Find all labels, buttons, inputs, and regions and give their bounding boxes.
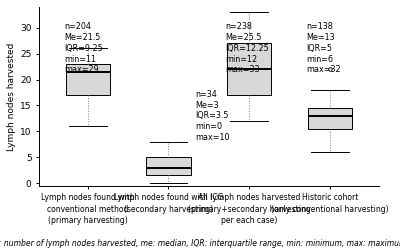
Text: n: number of lymph nodes harvested, me: median, IQR: interquartile range, min: m: n: number of lymph nodes harvested, me: … [0, 239, 400, 248]
Y-axis label: Lymph nodes harvested: Lymph nodes harvested [7, 42, 16, 151]
Bar [146, 157, 191, 175]
Bar [227, 43, 272, 95]
Bar [66, 64, 110, 95]
Text: n=138
Me=13
IQR=5
min=6
max=32: n=138 Me=13 IQR=5 min=6 max=32 [306, 22, 341, 74]
Text: n=238
Me=25.5
IQR=12.25
min=12
max=33: n=238 Me=25.5 IQR=12.25 min=12 max=33 [226, 22, 269, 74]
Text: n=204
Me=21.5
IQR=9.25
min=11
max=29: n=204 Me=21.5 IQR=9.25 min=11 max=29 [64, 22, 103, 74]
Bar [308, 108, 352, 129]
Text: n=34
Me=3
IQR=3.5
min=0
max=10: n=34 Me=3 IQR=3.5 min=0 max=10 [195, 90, 229, 142]
